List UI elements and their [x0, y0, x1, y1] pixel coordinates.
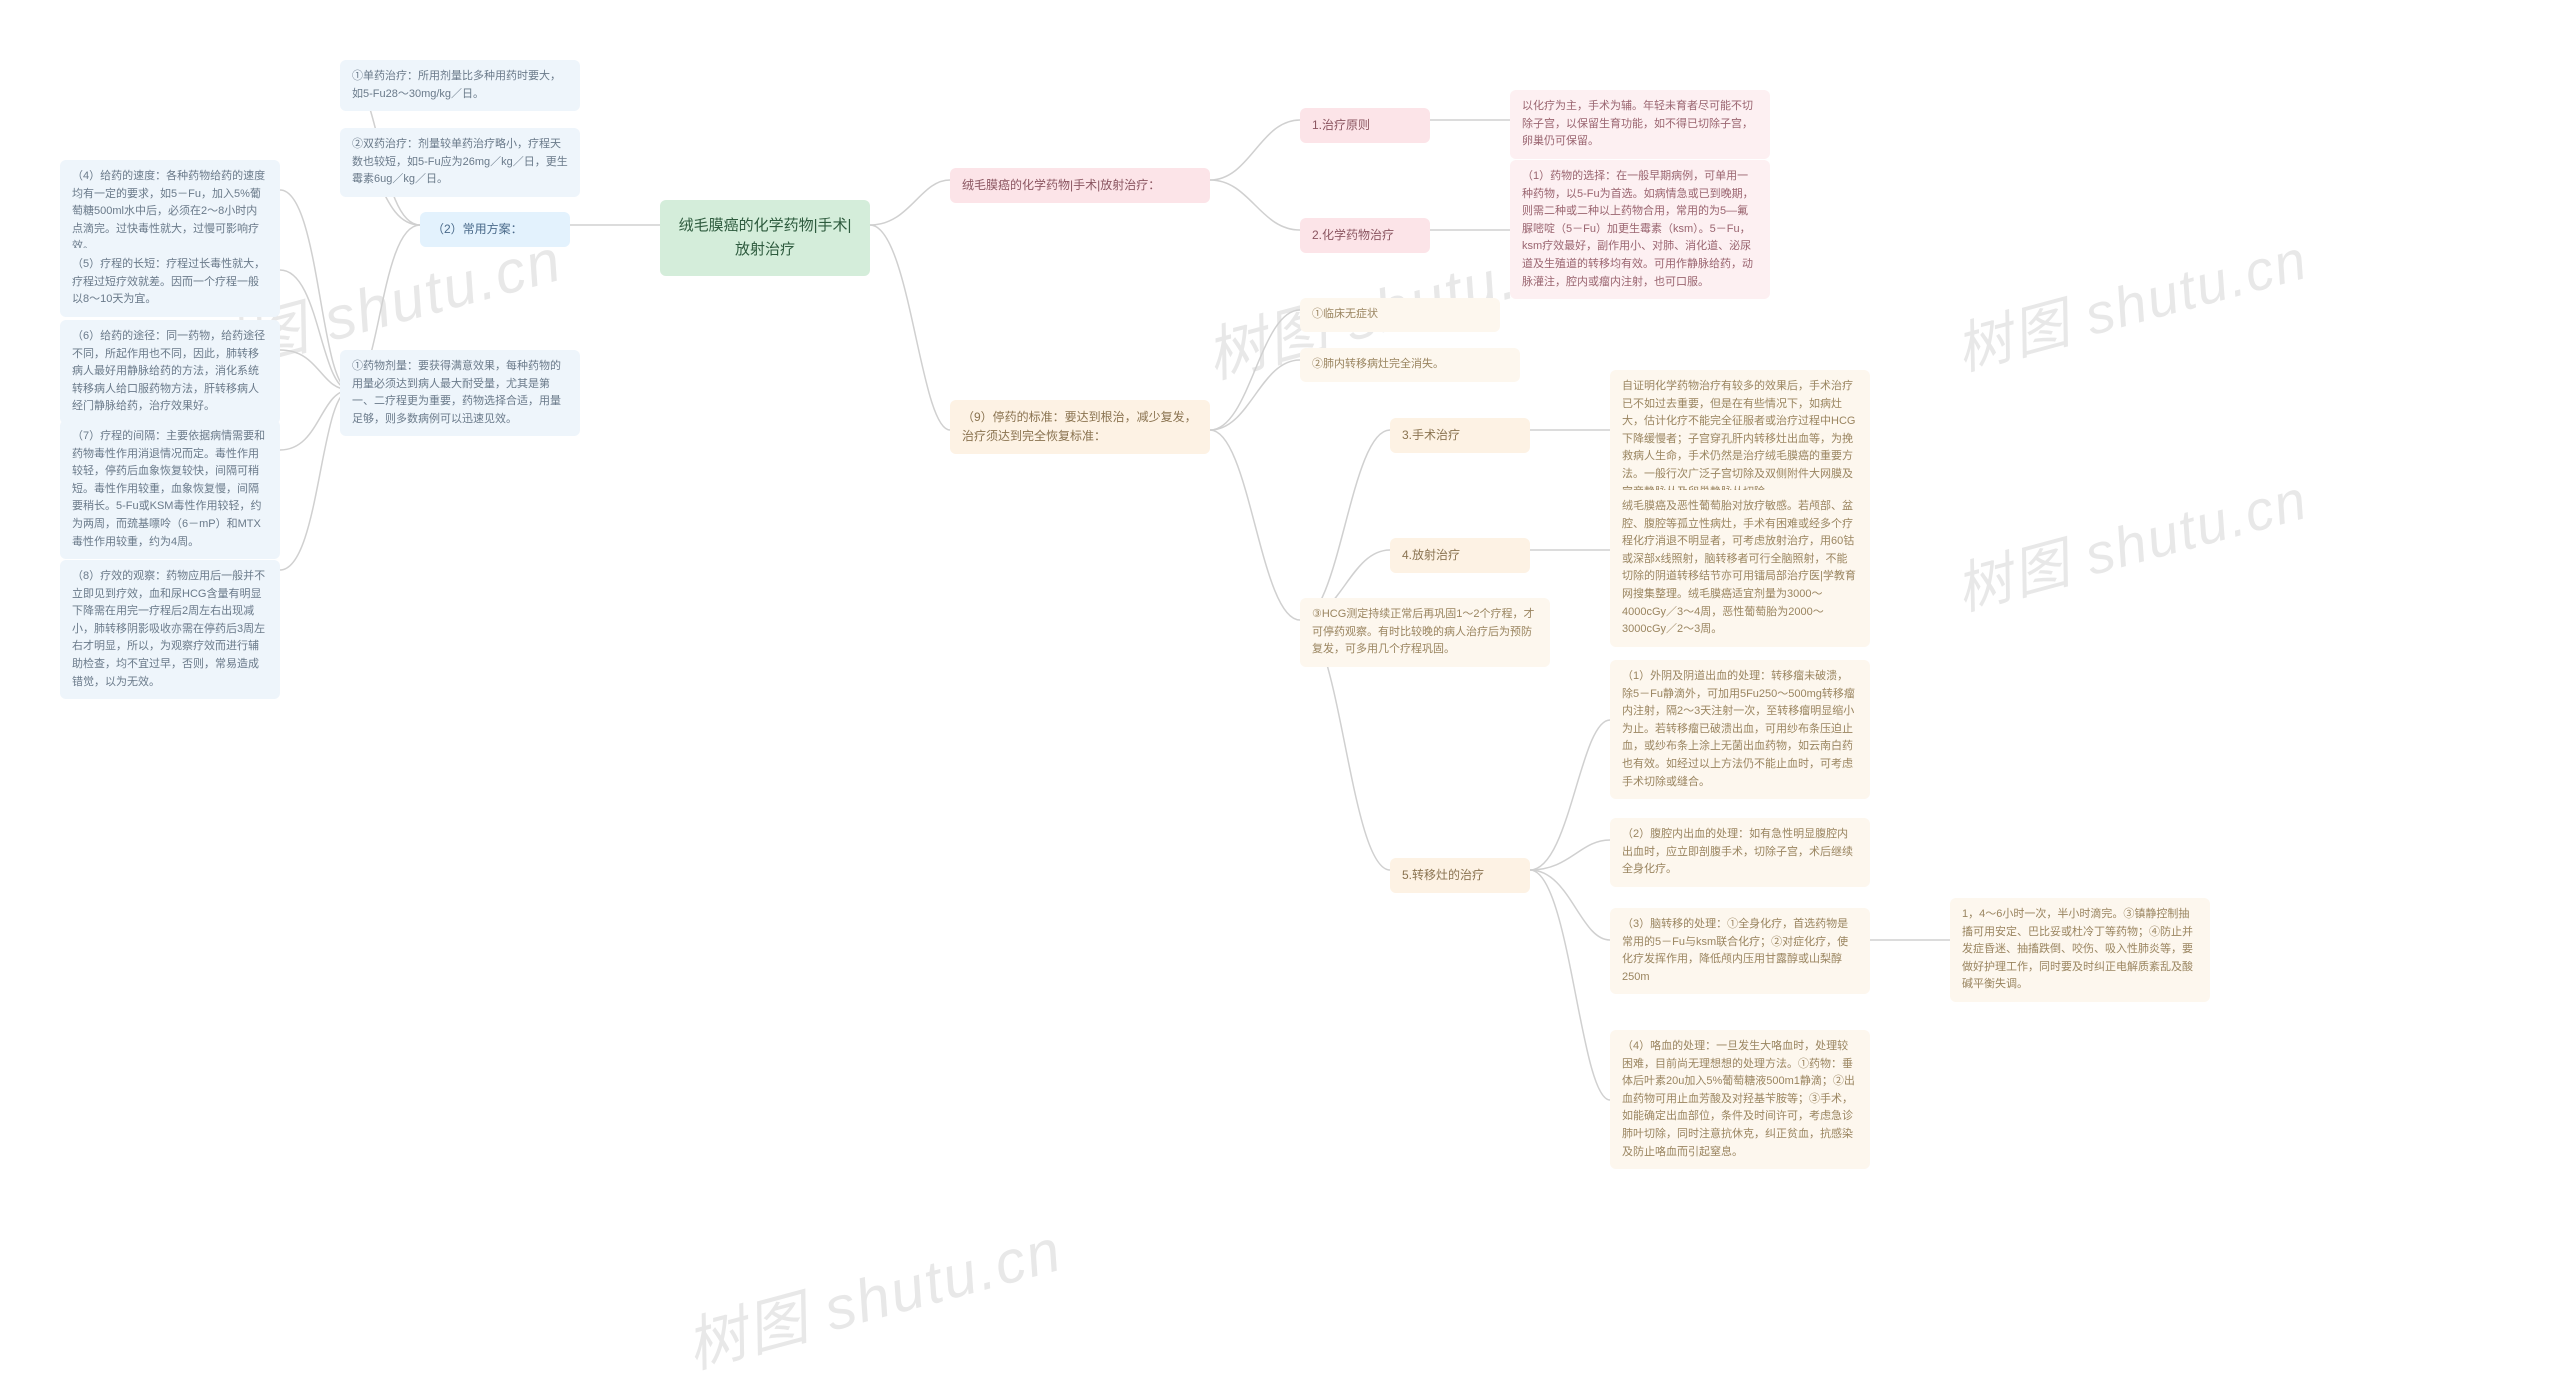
left-n1[interactable]: ①单药治疗：所用剂量比多种用药时要大，如5-Fu28～30mg/kg／日。 [340, 60, 580, 111]
pink-title[interactable]: 绒毛膜癌的化学药物|手术|放射治疗： [950, 168, 1210, 203]
connector-lines [0, 0, 2560, 1374]
left-n5[interactable]: （5）疗程的长短：疗程过长毒性就大，疗程过短疗效就差。因而一个疗程一般以8～10… [60, 248, 280, 317]
orange-s4-text[interactable]: 绒毛膜癌及恶性葡萄胎对放疗敏感。若颅部、盆腔、腹腔等孤立性病灶，手术有困难或经多… [1610, 490, 1870, 647]
left-n2[interactable]: ②双药治疗：剂量较单药治疗略小，疗程天数也较短，如5-Fu应为26mg／kg／日… [340, 128, 580, 197]
left-n3[interactable]: ①药物剂量：要获得满意效果，每种药物的用量必须达到病人最大耐受量，尤其是第一、二… [340, 350, 580, 436]
orange-n3[interactable]: ③HCG测定持续正常后再巩固1～2个疗程，才可停药观察。有时比较晚的病人治疗后为… [1300, 598, 1550, 667]
orange-s3-label[interactable]: 3.手术治疗 [1390, 418, 1530, 453]
left-n7[interactable]: （7）疗程的间隔：主要依据病情需要和药物毒性作用消退情况而定。毒性作用较轻，停药… [60, 420, 280, 559]
orange-s5-3b[interactable]: 1，4～6小时一次，半小时滴完。③镇静控制抽搐可用安定、巴比妥或杜冷丁等药物；④… [1950, 898, 2210, 1002]
orange-n1[interactable]: ①临床无症状 [1300, 298, 1500, 332]
orange-s5-1[interactable]: （1）外阴及阴道出血的处理：转移瘤未破溃，除5－Fu静滴外，可加用5Fu250～… [1610, 660, 1870, 799]
orange-s5-2[interactable]: （2）腹腔内出血的处理：如有急性明显腹腔内出血时，应立即剖腹手术，切除子宫，术后… [1610, 818, 1870, 887]
pink-n1-text[interactable]: 以化疗为主，手术为辅。年轻未育者尽可能不切除子宫，以保留生育功能，如不得已切除子… [1510, 90, 1770, 159]
orange-s4-label[interactable]: 4.放射治疗 [1390, 538, 1530, 573]
orange-title[interactable]: （9）停药的标准：要达到根治，减少复发，治疗须达到完全恢复标准： [950, 400, 1210, 454]
pink-n1-label[interactable]: 1.治疗原则 [1300, 108, 1430, 143]
orange-n2[interactable]: ②肺内转移病灶完全消失。 [1300, 348, 1520, 382]
watermark: 树图 shutu.cn [1946, 215, 2316, 387]
watermark: 树图 shutu.cn [675, 1202, 1070, 1385]
watermark: 树图 shutu.cn [1946, 455, 2316, 627]
left-branch[interactable]: （2）常用方案： [420, 212, 570, 247]
orange-s5-3[interactable]: （3）脑转移的处理：①全身化疗，首选药物是常用的5－Fu与ksm联合化疗；②对症… [1610, 908, 1870, 994]
orange-s5-label[interactable]: 5.转移灶的治疗 [1390, 858, 1530, 893]
pink-n2-text[interactable]: （1）药物的选择：在一般早期病例，可单用一种药物，以5-Fu为首选。如病情急或已… [1510, 160, 1770, 299]
left-n8[interactable]: （8）疗效的观察：药物应用后一般并不立即见到疗效，血和尿HCG含量有明显下降需在… [60, 560, 280, 699]
left-n6[interactable]: （6）给药的途径：同一药物，给药途径不同，所起作用也不同，因此，肺转移病人最好用… [60, 320, 280, 424]
root-node[interactable]: 绒毛膜癌的化学药物|手术|放射治疗 [660, 200, 870, 276]
orange-s3-text[interactable]: 自证明化学药物治疗有较多的效果后，手术治疗已不如过去重要，但是在有些情况下，如病… [1610, 370, 1870, 509]
orange-s5-4[interactable]: （4）咯血的处理：一旦发生大咯血时，处理较困难，目前尚无理想想的处理方法。①药物… [1610, 1030, 1870, 1169]
pink-n2-label[interactable]: 2.化学药物治疗 [1300, 218, 1430, 253]
